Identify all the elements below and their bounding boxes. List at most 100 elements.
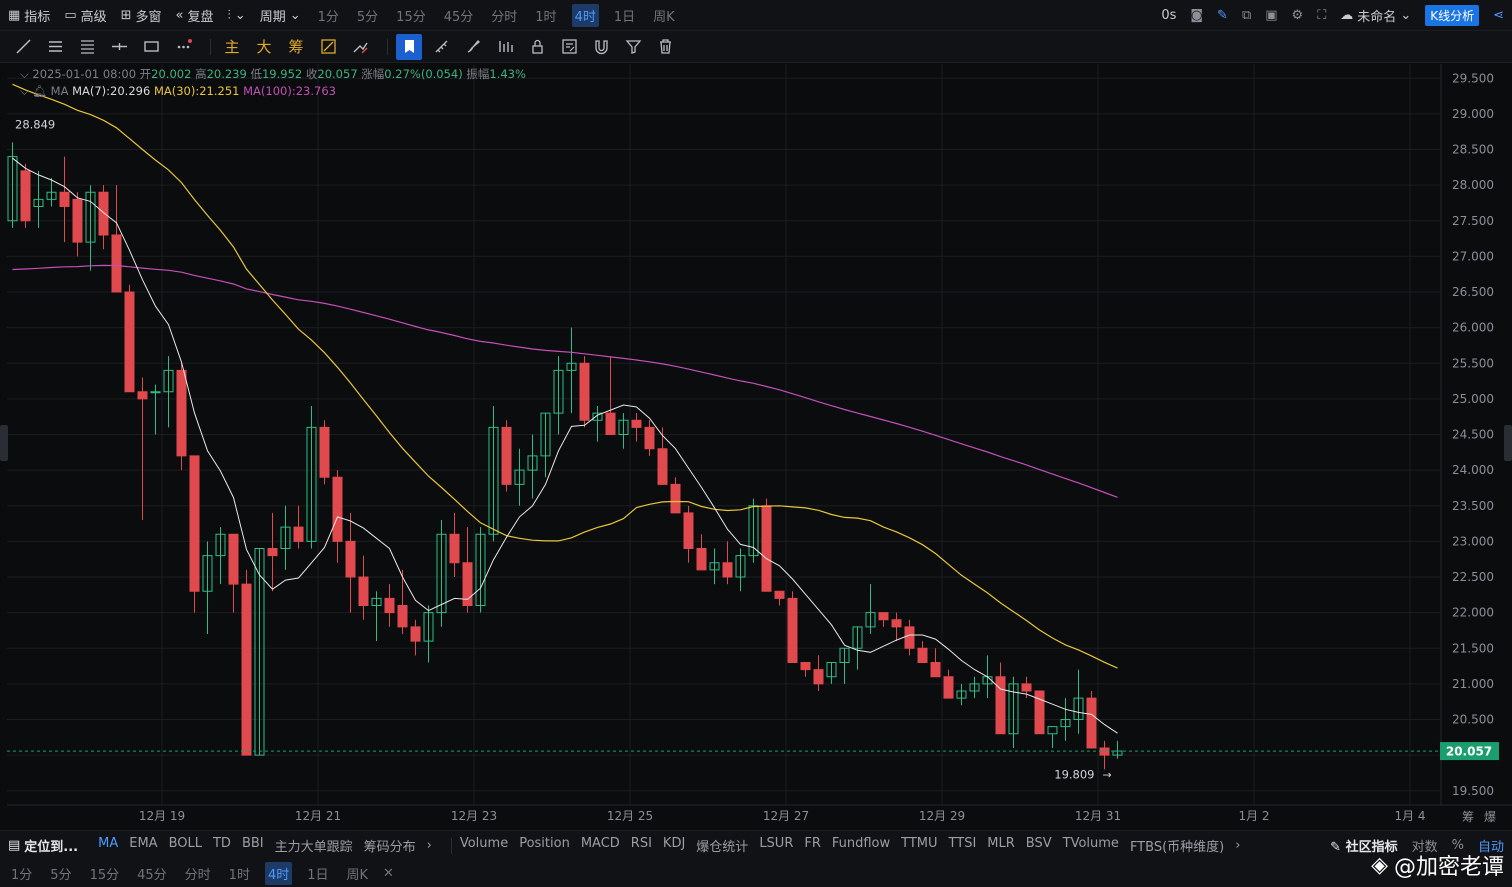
auto-toggle[interactable]: 自动 [1477,840,1504,855]
edit-list-icon[interactable] [556,34,582,60]
kline-analysis-button[interactable]: K线分析 [1425,4,1480,26]
sub-indicator-0[interactable]: Volume [459,836,509,851]
indicator-right-controls: ✎ 社区指标 对数 % 自动 [1330,836,1504,855]
bottom-timeframe-tab-0[interactable]: 1分 [11,868,33,883]
locate-button[interactable]: ▤ 定位到... [8,838,79,855]
measure-icon[interactable] [492,34,518,60]
main-chart-toggle[interactable]: 主 [224,38,240,56]
brush-icon[interactable] [460,34,486,60]
lock-icon[interactable] [524,34,550,60]
sub-indicator-5[interactable]: 爆仓统计 [696,840,749,855]
horizontal-line-icon[interactable] [106,34,132,60]
chevron-right-icon[interactable]: › [1235,838,1241,853]
indicators-menu[interactable]: ▦ 指标 [8,7,51,25]
timeframe-tab-3[interactable]: 45分 [443,9,474,25]
camera-icon[interactable]: ◙ [1190,7,1204,23]
period-dropdown[interactable]: 周期 ⌄ [259,7,301,25]
sub-indicator-9[interactable]: TTMU [901,836,938,851]
ruler-icon[interactable] [428,34,454,60]
main-indicator-6[interactable]: 筹码分布 [363,840,416,855]
timeframe-tab-6[interactable]: 4时 [571,3,599,27]
window-icon[interactable]: ⧉ [1241,7,1252,23]
main-indicators: MA EMA BOLL TD BBI 主力大单跟踪 筹码分布 [98,836,427,855]
sub-indicator-10[interactable]: TTSI [948,836,977,851]
timeframe-tab-0[interactable]: 1分 [317,9,339,25]
trendline-icon[interactable] [10,34,36,60]
candle-body [579,362,590,421]
replay-menu[interactable]: «复盘 [175,7,214,25]
timeframe-tab-4[interactable]: 分时 [491,9,518,25]
sub-indicator-14[interactable]: FTBS(币种维度) [1129,840,1225,855]
sub-indicator-11[interactable]: MLR [987,836,1015,851]
gear-icon[interactable]: ⚙ [1291,7,1304,23]
filter-icon[interactable] [620,34,646,60]
sub-indicator-3[interactable]: RSI [630,836,652,851]
timeframe-tab-7[interactable]: 1日 [613,9,636,25]
sub-indicator-12[interactable]: BSV [1025,836,1052,851]
main-indicator-2[interactable]: BOLL [168,836,202,851]
more-tools-icon[interactable] [170,34,196,60]
main-indicator-5[interactable]: 主力大单跟踪 [274,840,353,855]
main-indicator-3[interactable]: TD [212,836,231,851]
fib-lines-icon[interactable] [74,34,100,60]
trash-icon[interactable] [652,34,678,60]
y-tick-label: 23.500 [1452,499,1494,513]
candle-body [85,191,96,243]
timeframe-tab-2[interactable]: 15分 [396,9,426,25]
parallel-lines-icon[interactable] [42,34,68,60]
pen-icon[interactable]: ✎ [1217,7,1228,23]
bottom-timeframe-tab-2[interactable]: 15分 [89,868,120,883]
bookmark-icon[interactable] [396,33,422,60]
share-icon[interactable]: ⋖ [1493,7,1504,23]
sub-indicator-6[interactable]: LSUR [759,836,794,851]
candle-body [228,533,239,585]
candle-body [826,662,837,678]
candle-body [787,597,798,663]
bottom-timeframe-tab-5[interactable]: 1时 [228,868,250,883]
timeframe-tab-1[interactable]: 5分 [356,9,379,25]
main-indicator-0[interactable]: MA [98,836,119,851]
sub-indicator-7[interactable]: FR [804,836,821,851]
settings-panel-icon[interactable]: ▣ [1265,7,1278,23]
main-indicator-4[interactable]: BBI [241,836,264,851]
bottom-timeframe-tab-8[interactable]: 周K [346,868,369,883]
right-drag-handle[interactable] [1504,425,1512,461]
y-tick-label: 22.500 [1452,570,1494,584]
advanced-menu[interactable]: ▭ 高级 [64,7,107,25]
bottom-timeframe-tab-7[interactable]: 1日 [307,868,329,883]
multi-window-menu[interactable]: ⊞ 多窗 [120,7,162,25]
magnet-icon[interactable] [588,34,614,60]
chevron-right-icon[interactable]: › [426,838,432,853]
bottom-timeframe-tab-1[interactable]: 5分 [50,868,72,883]
close-icon[interactable]: ✕ [383,866,394,881]
price-chart[interactable]: 29.500 29.000 28.500 28.000 27.500 27.000 26.5… [0,63,1512,830]
main-indicator-1[interactable]: EMA [129,836,158,851]
erase-drawings-icon[interactable] [347,34,373,60]
bell-icon[interactable]: 🔔︎ [32,84,47,98]
sub-indicator-4[interactable]: KDJ [662,836,686,851]
community-indicators-button[interactable]: ✎ 社区指标 [1330,840,1398,855]
sub-indicator-2[interactable]: MACD [580,836,620,851]
left-drag-handle[interactable] [0,425,8,461]
bottom-timeframe-tab-4[interactable]: 分时 [184,868,211,883]
fullscreen-icon[interactable]: ⛶ [1317,7,1327,23]
rectangle-icon[interactable] [138,34,164,60]
candle-body [709,562,720,571]
collapse-icon[interactable]: ⌵ [20,84,29,98]
bottom-timeframe-tab-3[interactable]: 45分 [137,868,167,883]
compare-icon[interactable] [315,34,341,60]
sub-indicator-13[interactable]: TVolume [1062,836,1119,851]
big-order-toggle[interactable]: 大 [256,38,272,56]
timeframe-tab-5[interactable]: 1时 [535,9,557,25]
timeframe-tab-8[interactable]: 周K [653,9,675,25]
percent-toggle[interactable]: % [1451,838,1464,853]
layout-name-dropdown[interactable]: ☁ 未命名 ⌄ [1340,7,1412,25]
collapse-icon[interactable]: ⌵ [20,67,29,81]
log-toggle[interactable]: 对数 [1411,840,1438,855]
sub-indicator-1[interactable]: Position [519,836,570,851]
chips-toggle[interactable]: 筹 [288,38,304,56]
bottom-timeframe-tab-6[interactable]: 4时 [264,862,293,885]
timeframe-tabs: 1分 5分 15分 45分 分时 1时 4时 1日 周K [315,3,690,27]
chart-type-dropdown[interactable]: ⫶ ⌄ [228,8,246,23]
sub-indicator-8[interactable]: Fundflow [831,836,891,851]
